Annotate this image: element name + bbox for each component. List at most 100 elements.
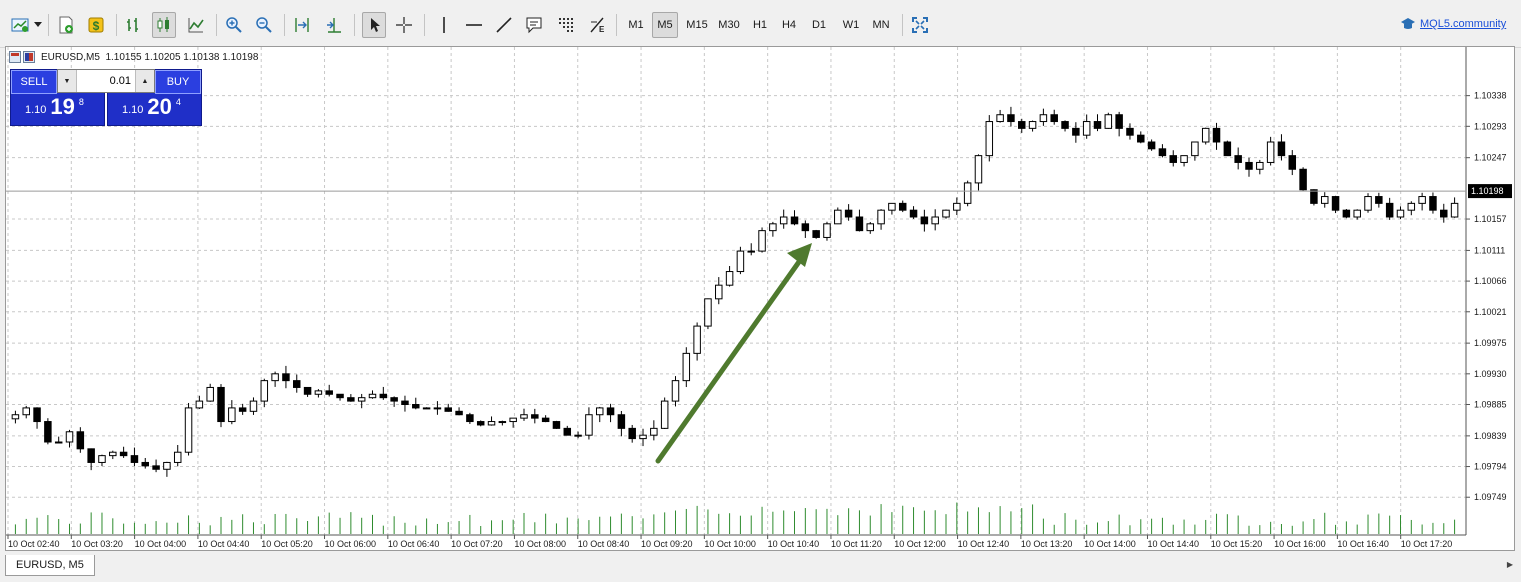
candle-body [357,397,366,402]
candle-body [1418,196,1426,204]
lot-increase-icon[interactable]: ▲ [135,70,154,92]
timeframe-h1[interactable]: H1 [752,19,768,31]
toolbar-separator [354,14,355,36]
vertical-line-icon[interactable] [432,12,456,38]
candle-body [758,230,766,252]
symbol-ohlc-text: EURUSD,M5 1.10155 1.10205 1.10138 1.1019… [41,51,259,63]
zoom-in-icon[interactable] [222,12,246,38]
candle-body [693,325,701,354]
candle-body [466,414,474,423]
candle-body [963,182,972,204]
fullscreen-icon[interactable] [908,12,932,38]
current-price-label: 1.10198 [1471,186,1504,196]
candle-body [217,386,225,423]
tabs-scroll-right-icon[interactable]: ▶ [1506,560,1513,569]
x-tick-label: 10 Oct 04:40 [198,539,250,549]
x-tick-label: 10 Oct 04:00 [135,539,187,549]
current-price-tag [1468,184,1512,199]
candle-body [898,202,907,211]
candle-body [195,400,204,409]
toolbar-separator [116,14,117,36]
buy-price[interactable]: 1.10 20 4 [122,96,181,118]
x-tick-label: 10 Oct 12:40 [958,539,1010,549]
candle-body [671,380,680,402]
horizontal-line-icon[interactable] [462,12,486,38]
candle-body [1223,141,1232,157]
trend-arrow-shaft[interactable] [655,256,804,464]
zoom-out-icon[interactable] [252,12,276,38]
cursor-icon[interactable] [362,12,386,38]
candle-body [1191,141,1199,157]
buy-price-prefix: 1.10 [122,104,144,116]
sell-price[interactable]: 1.10 19 8 [25,96,84,118]
fibonacci-icon[interactable]: E [586,12,610,38]
chart-canvas[interactable]: 1.10338 1.10293 1.10247 1.10157 1.10111 1.100… [6,47,1514,550]
candle-body [379,393,388,399]
candle-body [152,465,160,470]
candle-body [22,407,30,416]
market-watch-icon[interactable]: $ [84,12,108,38]
trendline-icon[interactable] [492,12,516,38]
timeframe-m5[interactable]: M5 [652,12,678,38]
candle-body [173,451,182,463]
timeframe-d1[interactable]: D1 [811,19,827,31]
line-chart-icon[interactable] [184,12,208,38]
lot-decrease-icon[interactable]: ▼ [58,70,77,92]
lot-size-stepper[interactable]: ▼ ▲ [57,69,155,93]
chart-header: EURUSD,M5 1.10155 1.10205 1.10138 1.1019… [9,51,258,63]
toolbar-separator [284,14,285,36]
candle-body [1299,168,1307,191]
toolbar-separator [48,14,49,36]
candle-body [422,407,431,410]
lot-size-input[interactable] [77,75,135,87]
candle-body [779,216,788,225]
mql5-link-text[interactable]: MQL5.community [1420,18,1507,30]
sell-price-big: 19 [50,94,75,119]
profiles-icon[interactable] [54,12,78,38]
candle-body [401,400,409,406]
candle-body [650,427,658,436]
candle-body [585,414,593,436]
candle-body [1007,114,1015,123]
chart-tabs-bar: EURUSD, M5 ▶ [0,552,1521,582]
sell-button[interactable]: SELL [11,70,57,94]
candle-body [769,223,777,232]
x-tick-label: 10 Oct 14:40 [1147,539,1199,549]
candle-body [65,431,74,443]
mql5-community-link[interactable]: MQL5.community [1400,17,1506,31]
chart-tab-eurusd-m5[interactable]: EURUSD, M5 [5,555,95,576]
candle-body [206,386,214,402]
svg-text:$: $ [93,19,100,33]
y-tick-label: 1.10338 [1474,91,1507,101]
candle-body [1061,121,1069,129]
candle-body [130,455,139,463]
grid-icon[interactable] [554,12,578,38]
timeframe-w1[interactable]: W1 [842,19,860,31]
trend-arrow-head[interactable] [787,243,812,267]
autoscroll-icon[interactable] [322,12,346,38]
candle-body [109,451,117,457]
timeframe-mn[interactable]: MN [872,19,890,31]
candle-body [1245,161,1253,170]
timeframe-m1[interactable]: M1 [628,19,644,31]
new-chart-icon[interactable] [8,12,32,38]
candle-body [487,421,496,426]
crosshair-icon[interactable] [392,12,416,38]
candle-body [228,407,236,423]
candlestick-icon[interactable] [152,12,176,38]
buy-button[interactable]: BUY [155,70,201,94]
candle-body [606,407,615,416]
y-tick-label: 1.09975 [1474,338,1507,348]
timeframe-m30[interactable]: M30 [718,19,740,31]
candle-body [812,230,820,238]
candle-body [1288,155,1297,170]
chart-window[interactable]: 1.10338 1.10293 1.10247 1.10157 1.10111 1.100… [5,46,1515,551]
timeframe-h4[interactable]: H4 [781,19,797,31]
chart-shift-icon[interactable] [290,12,314,38]
bar-chart-icon[interactable] [122,12,146,38]
text-label-icon[interactable] [522,12,546,38]
timeframe-m15[interactable]: M15 [686,19,708,31]
candle-body [1342,209,1351,218]
candle-body [1093,121,1102,129]
dropdown-arrow-icon[interactable] [32,12,44,38]
